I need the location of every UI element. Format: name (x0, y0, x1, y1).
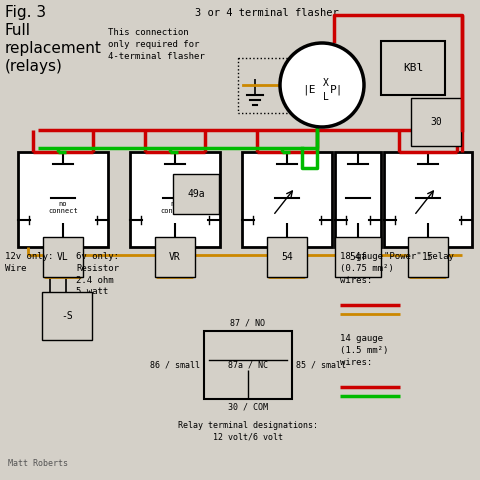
Bar (238, 58, 316, 113)
Text: 54f: 54f (349, 252, 367, 262)
Text: 18 gauge
(0.75 mm²)
wires:: 18 gauge (0.75 mm²) wires: (340, 252, 394, 285)
Text: no
connect: no connect (48, 202, 78, 215)
Text: 86 / small: 86 / small (150, 360, 200, 370)
Bar (50, 277, 66, 310)
Text: 6v only:
Resistor
2.4 ohm
5 watt: 6v only: Resistor 2.4 ohm 5 watt (76, 252, 119, 296)
Text: Fig. 3
Full
replacement
(relays): Fig. 3 Full replacement (relays) (5, 5, 102, 74)
Text: 49a: 49a (187, 189, 205, 199)
Text: |E: |E (302, 85, 316, 95)
Bar (130, 152, 220, 247)
Text: Matt Roberts: Matt Roberts (8, 459, 68, 468)
Text: This connection
only required for
4-terminal flasher: This connection only required for 4-term… (108, 28, 205, 60)
Text: 85 / small: 85 / small (296, 360, 346, 370)
Text: 3 or 4 terminal flasher: 3 or 4 terminal flasher (195, 8, 339, 18)
Bar (204, 331, 292, 399)
Bar (384, 152, 472, 247)
Text: 15: 15 (422, 252, 434, 262)
Text: KBl: KBl (403, 63, 423, 73)
Bar (242, 152, 332, 247)
Text: VR: VR (169, 252, 181, 262)
Text: 87a / NC: 87a / NC (228, 360, 268, 370)
Text: 87 / NO: 87 / NO (230, 318, 265, 327)
Text: -S: -S (61, 311, 73, 321)
Circle shape (280, 43, 364, 127)
Text: 12v only:
Wire: 12v only: Wire (5, 252, 53, 273)
Text: P|: P| (330, 85, 344, 95)
Bar (335, 152, 381, 247)
Text: VL: VL (57, 252, 69, 262)
Text: 30 / COM: 30 / COM (228, 403, 268, 412)
Text: 14 gauge
(1.5 mm²)
wires:: 14 gauge (1.5 mm²) wires: (340, 334, 388, 367)
Text: "Power" relay: "Power" relay (384, 252, 454, 261)
Text: Relay terminal designations:
12 volt/6 volt: Relay terminal designations: 12 volt/6 v… (178, 421, 318, 442)
Text: no
connect: no connect (160, 202, 190, 215)
Bar (18, 152, 108, 247)
Text: X: X (323, 78, 329, 88)
Text: 30: 30 (430, 117, 442, 127)
Text: 54: 54 (281, 252, 293, 262)
Text: L: L (323, 92, 329, 102)
